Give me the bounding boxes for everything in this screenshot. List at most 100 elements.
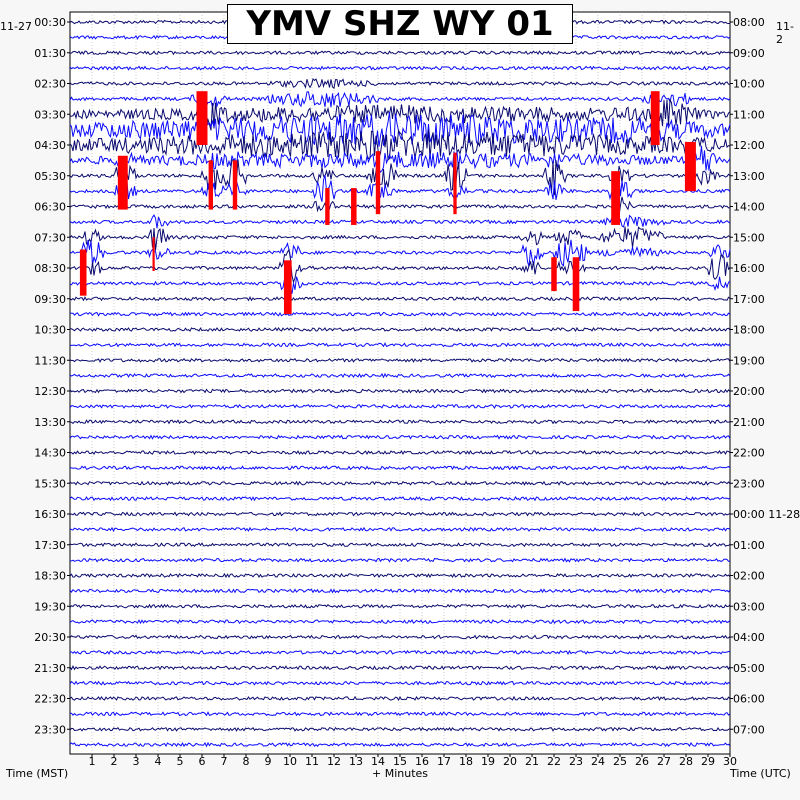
- left-tick-label: 10:30: [34, 324, 66, 337]
- seismic-trace: [69, 158, 731, 196]
- left-tick-label: 17:30: [34, 539, 66, 552]
- left-tick-label: 20:30: [34, 631, 66, 644]
- right-tick-label: 12:00: [733, 139, 765, 152]
- left-tick-label: 11:30: [34, 354, 66, 367]
- left-tick-label: 19:30: [34, 600, 66, 613]
- left-tick-label: 02:30: [34, 78, 66, 91]
- seismic-trace: [69, 311, 731, 317]
- left-tick-label: 07:30: [34, 231, 66, 244]
- clipped-signal: [117, 155, 128, 210]
- left-tick-label: 13:30: [34, 416, 66, 429]
- x-tick-label: 5: [177, 755, 184, 768]
- right-date-label: 11-2: [776, 20, 794, 46]
- clipped-signal: [351, 188, 357, 225]
- left-tick-label: 09:30: [34, 293, 66, 306]
- seismic-trace: [69, 112, 731, 147]
- right-tick-label: 06:00: [733, 693, 765, 706]
- left-tick-label: 15:30: [34, 477, 66, 490]
- left-tick-label: 21:30: [34, 662, 66, 675]
- seismic-trace: [69, 98, 731, 131]
- clipped-signal: [650, 91, 660, 145]
- x-tick-label: 20: [503, 755, 517, 768]
- x-tick-label: 19: [481, 755, 495, 768]
- left-tick-label: 00:30: [34, 16, 66, 29]
- x-tick-label: 3: [133, 755, 140, 768]
- x-tick-label: 1: [89, 755, 96, 768]
- seismic-trace: [69, 588, 731, 594]
- seismic-trace: [69, 129, 731, 161]
- right-tick-label: 05:00: [733, 662, 765, 675]
- left-tick-label: 04:30: [34, 139, 66, 152]
- right-tick-label: 19:00: [733, 354, 765, 367]
- left-tick-label: 05:30: [34, 170, 66, 183]
- right-tick-label: 02:00: [733, 570, 765, 583]
- seismic-trace: [69, 542, 731, 548]
- left-tick-label: 23:30: [34, 723, 66, 736]
- x-tick-label: 6: [199, 755, 206, 768]
- x-tick-label: 2: [111, 755, 118, 768]
- clipped-signal: [79, 249, 87, 296]
- left-tick-label: 18:30: [34, 570, 66, 583]
- seismic-trace: [69, 342, 731, 348]
- right-tick-label: 15:00: [733, 231, 765, 244]
- seismic-trace: [69, 65, 731, 71]
- x-tick-label: 13: [349, 755, 363, 768]
- seismic-trace: [69, 665, 731, 671]
- x-tick-label: 25: [613, 755, 627, 768]
- seismic-trace: [69, 145, 731, 173]
- clipped-signal: [684, 141, 696, 192]
- x-tick-label: 14: [371, 755, 385, 768]
- x-tick-label: 16: [415, 755, 429, 768]
- x-tick-label: 18: [459, 755, 473, 768]
- right-tick-label: 21:00: [733, 416, 765, 429]
- seismic-trace: [69, 480, 731, 486]
- seismic-trace: [69, 372, 731, 379]
- seismic-trace: [69, 711, 731, 717]
- seismic-trace: [69, 50, 731, 56]
- clipped-signal: [196, 91, 208, 145]
- seismic-trace: [69, 557, 731, 563]
- left-tick-label: 06:30: [34, 201, 66, 214]
- left-tick-label: 22:30: [34, 693, 66, 706]
- x-tick-label: 11: [305, 755, 319, 768]
- x-tick-label: 15: [393, 755, 407, 768]
- left-tick-label: 01:30: [34, 47, 66, 60]
- left-tick-label: 12:30: [34, 385, 66, 398]
- seismic-trace: [69, 741, 731, 748]
- seismic-trace: [69, 511, 731, 517]
- x-tick-label: 8: [243, 755, 250, 768]
- seismic-trace: [69, 618, 731, 625]
- right-tick-label: 18:00: [733, 324, 765, 337]
- seismic-trace: [69, 388, 731, 394]
- left-tick-label: 16:30: [34, 508, 66, 521]
- x-tick-label: 29: [701, 755, 715, 768]
- x-tick-label: 4: [155, 755, 162, 768]
- seismic-trace: [69, 434, 731, 440]
- seismic-trace: [69, 526, 731, 532]
- clipped-signal: [611, 171, 620, 225]
- right-tick-label: 09:00: [733, 47, 765, 60]
- x-tick-label: 22: [547, 755, 561, 768]
- left-tick-label: 03:30: [34, 108, 66, 121]
- x-tick-label: 26: [635, 755, 649, 768]
- right-tick-label: 22:00: [733, 447, 765, 460]
- seismic-trace: [69, 603, 731, 609]
- right-tick-label: 20:00: [733, 385, 765, 398]
- x-axis-label: + Minutes: [372, 767, 429, 780]
- right-tick-label: 07:00: [733, 723, 765, 736]
- clipped-signal: [208, 160, 213, 210]
- seismic-trace: [69, 272, 731, 294]
- clipped-signal: [232, 160, 238, 210]
- seismic-trace: [69, 726, 731, 732]
- seismic-trace: [69, 239, 731, 267]
- x-tick-label: 27: [657, 755, 671, 768]
- x-tick-label: 17: [437, 755, 451, 768]
- seismic-trace: [69, 248, 731, 284]
- right-tick-label: 10:00: [733, 78, 765, 91]
- right-axis-label: Time (UTC): [730, 767, 791, 780]
- right-tick-label: 23:00: [733, 477, 765, 490]
- clipped-signal: [453, 152, 457, 215]
- right-tick-label: 01:00: [733, 539, 765, 552]
- seismic-trace: [69, 649, 731, 656]
